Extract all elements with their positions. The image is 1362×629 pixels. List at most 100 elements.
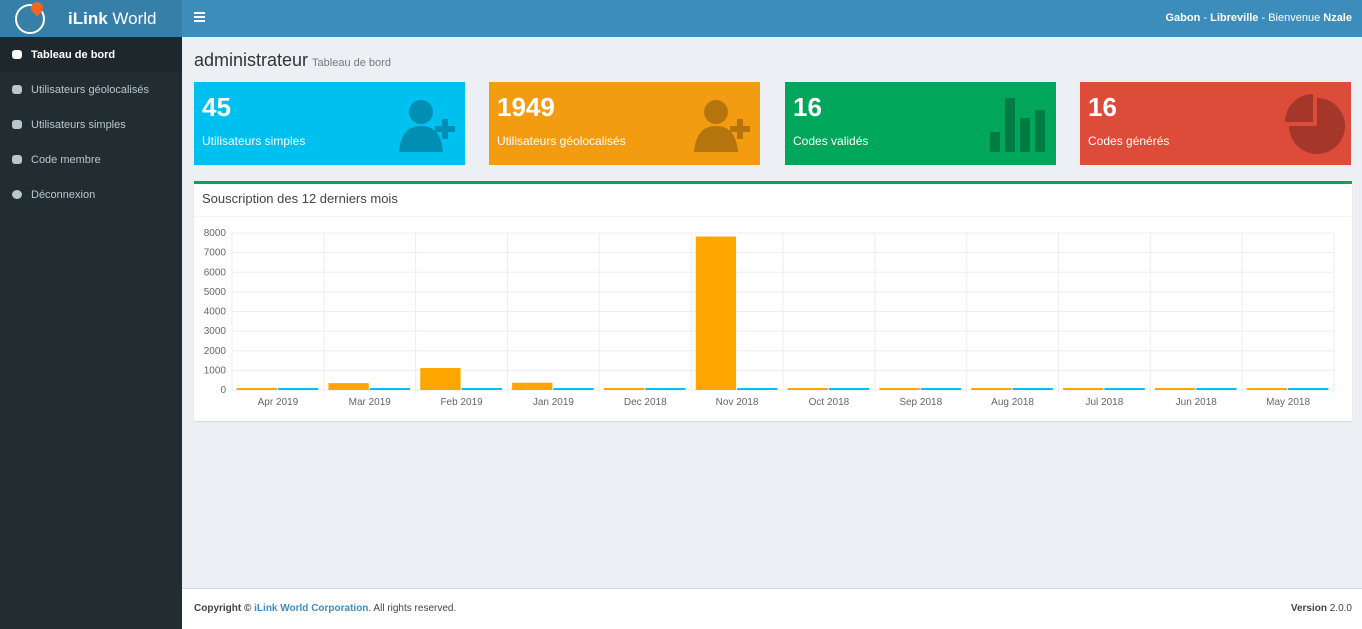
stat-value: 1949 — [497, 92, 555, 122]
x-tick-label: Oct 2018 — [809, 397, 850, 408]
x-tick-label: Apr 2019 — [258, 397, 299, 408]
bar — [420, 368, 461, 390]
sidebar-item-label: Tableau de bord — [31, 48, 116, 61]
sep: - — [1200, 12, 1211, 24]
subscription-panel: Souscription des 12 derniers mois 0 1000 2… — [194, 181, 1352, 421]
globe-icon — [15, 0, 46, 34]
y-tick-label: 8000 — [204, 228, 227, 239]
subscription-bar-chart: 0 1000 2000 3000 4000 5000 6000 7000 8000 Apr 201… — [204, 228, 1335, 408]
bar — [920, 388, 962, 390]
bar — [1012, 388, 1053, 390]
power-icon — [12, 190, 22, 199]
x-tick-label: Dec 2018 — [624, 397, 667, 408]
sidebar-item-geolocated-users[interactable]: Utilisateurs géolocalisés — [0, 72, 182, 107]
footer: Copyright © iLink World Corporation. All… — [182, 588, 1362, 629]
x-tick-label: Nov 2018 — [716, 397, 759, 408]
title-text: administrateur — [194, 50, 309, 70]
x-tick-label: Feb 2019 — [440, 397, 483, 408]
sidebar-item-dashboard[interactable]: Tableau de bord — [0, 37, 182, 72]
y-tick-label: 3000 — [204, 326, 227, 337]
sidebar-item-simple-users[interactable]: Utilisateurs simples — [0, 107, 182, 142]
bar — [553, 388, 594, 390]
bar — [879, 388, 920, 390]
bar — [695, 236, 737, 390]
rights-text: . All rights reserved. — [368, 603, 457, 614]
sidebar-item-label: Utilisateurs simples — [31, 118, 126, 131]
bar — [1063, 388, 1104, 390]
x-tick-label: Jul 2018 — [1086, 397, 1124, 408]
x-tick-label: Sep 2018 — [899, 397, 942, 408]
user-info: Gabon - Libreville - Bienvenue Nzale — [1166, 12, 1353, 24]
bar — [737, 388, 778, 390]
stat-label: Codes validés — [793, 134, 869, 148]
bar — [828, 388, 870, 390]
bar — [277, 388, 319, 390]
pie-chart-icon — [1285, 94, 1345, 154]
y-tick-label: 6000 — [204, 267, 227, 278]
x-tick-label: Mar 2019 — [349, 397, 392, 408]
stat-value: 45 — [202, 92, 231, 122]
y-tick-label: 7000 — [204, 248, 227, 259]
sidebar-item-label: Code membre — [31, 153, 101, 166]
city: Libreville — [1210, 12, 1259, 24]
bar — [1196, 388, 1237, 390]
bar — [1288, 388, 1329, 390]
brand-logo[interactable]: iLink World — [0, 0, 182, 37]
version-label: Version — [1290, 603, 1327, 614]
country: Gabon — [1165, 12, 1201, 24]
bar — [787, 388, 828, 390]
y-tick-label: 0 — [220, 385, 226, 396]
company-link[interactable]: iLink World Corporation — [254, 603, 369, 614]
stat-value: 16 — [793, 92, 822, 122]
x-tick-label: May 2018 — [1266, 397, 1310, 408]
version: Version 2.0.0 — [1291, 603, 1352, 614]
bar — [461, 388, 502, 390]
version-value: 2.0.0 — [1326, 603, 1352, 614]
welcome: - Bienvenue — [1258, 12, 1324, 24]
dashboard-icon — [12, 50, 22, 59]
username: Nzale — [1323, 12, 1352, 24]
bar — [1104, 388, 1145, 390]
brand-bold: iLink — [68, 8, 108, 28]
bar — [645, 388, 686, 390]
stat-label: Utilisateurs géolocalisés — [497, 134, 626, 148]
stat-label: Codes générés — [1088, 134, 1170, 148]
users-icon — [12, 85, 22, 94]
stat-box-simple-users[interactable]: 45 Utilisateurs simples — [194, 82, 465, 165]
bar — [369, 388, 411, 390]
bar — [971, 388, 1012, 390]
page-title: administrateur Tableau de bord — [194, 50, 391, 71]
panel-title: Souscription des 12 derniers mois — [194, 184, 1352, 217]
copyright-label: Copyright © — [194, 603, 255, 614]
stat-value: 16 — [1088, 92, 1117, 122]
bar — [236, 388, 277, 390]
y-tick-label: 5000 — [204, 287, 227, 298]
sidebar-item-label: Utilisateurs géolocalisés — [31, 83, 149, 96]
users-icon — [12, 120, 22, 129]
bar — [328, 383, 369, 390]
x-tick-label: Aug 2018 — [991, 397, 1034, 408]
stat-box-geolocated-users[interactable]: 1949 Utilisateurs géolocalisés — [489, 82, 760, 165]
y-tick-label: 2000 — [204, 346, 227, 357]
bar — [1246, 388, 1288, 390]
brand-rest: World — [107, 8, 157, 28]
y-tick-label: 4000 — [204, 307, 227, 318]
database-icon — [12, 155, 22, 164]
content: administrateur Tableau de bord 45 Utilisat… — [182, 37, 1362, 588]
x-tick-label: Jan 2019 — [533, 397, 575, 408]
x-tick-label: Jun 2018 — [1176, 397, 1218, 408]
stat-box-generated-codes[interactable]: 16 Codes générés — [1080, 82, 1351, 165]
location-pin-icon — [28, 0, 46, 16]
sidebar-item-logout[interactable]: Déconnexion — [0, 177, 182, 212]
sidebar-item-member-code[interactable]: Code membre — [0, 142, 182, 177]
brand-name: iLink World — [68, 9, 156, 29]
sidebar-item-label: Déconnexion — [31, 188, 96, 201]
sidebar-toggle-icon[interactable] — [194, 12, 205, 24]
user-plus-icon — [694, 100, 750, 152]
stat-box-validated-codes[interactable]: 16 Codes validés — [785, 82, 1056, 165]
bar — [603, 388, 645, 390]
bar — [1154, 388, 1196, 390]
bar-chart-icon — [990, 98, 1045, 152]
top-navbar: Gabon - Libreville - Bienvenue Nzale — [182, 0, 1362, 37]
bar — [512, 382, 553, 390]
